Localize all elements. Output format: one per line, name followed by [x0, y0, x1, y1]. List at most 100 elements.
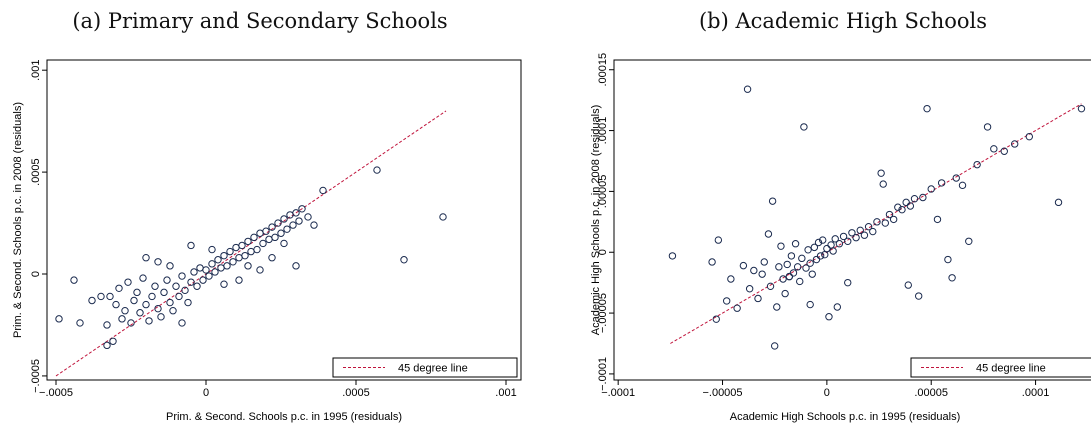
panel-a-y-tick-label: .0005 [30, 158, 42, 186]
panel-b-45-degree-line [670, 103, 1082, 344]
panel-a-data-point [166, 262, 174, 270]
panel-a-data-point [262, 227, 270, 235]
panel-a-data-point [295, 217, 303, 225]
panel-b-data-point [750, 266, 758, 275]
panel-b-data-point [766, 282, 775, 291]
panel-b-data-point [814, 238, 823, 247]
panel-a-data-point [220, 251, 228, 260]
panel-b-legend-label: 45 degree line [976, 363, 1046, 375]
panel-b-data-point [1054, 198, 1063, 207]
panel-a-x-tick-label: 0 [203, 387, 209, 399]
panel-b-data-point [869, 227, 877, 236]
panel-b-data-point [745, 285, 754, 293]
panel-b-data-point [806, 300, 814, 309]
panel-a-data-point [127, 319, 135, 327]
panel-b-data-point [906, 202, 915, 210]
panel-b: (b) Academic High Schools −.0001 −.00005 0… [590, 9, 1091, 423]
panel-b-data-point [944, 255, 952, 264]
panel-b-data-point [933, 215, 942, 224]
panel-b-data-point [810, 243, 819, 252]
panel-b-data-point [844, 237, 852, 245]
panel-b-data-point [831, 235, 839, 243]
panel-a-x-tick-label: −.0005 [39, 387, 73, 399]
panel-b-data-point [877, 169, 885, 177]
panel-b-legend: 45 degree line [910, 357, 1091, 378]
panel-b-y-axis: −.0001 −.00005 0 .00005 .0001 .00015 [597, 53, 614, 391]
panel-b-data-point [785, 272, 794, 281]
panel-a-data-point [292, 262, 300, 270]
panel-b-x-tick-label: .0001 [1022, 387, 1050, 399]
panel-a-data-point [184, 298, 192, 307]
panel-b-data-point [802, 264, 810, 272]
panel-a-data-point [268, 223, 276, 231]
panel-b-data-point [789, 269, 798, 277]
panel-b-data-point [758, 270, 766, 278]
panel-b-data-point [770, 342, 779, 350]
panel-a-data-point [199, 276, 207, 284]
panel-a-y-label: Prim. & Second. Schools p.c. in 2008 (re… [12, 102, 24, 338]
panel-a-legend: 45 degree line [332, 357, 518, 378]
panel-b-data-point [965, 237, 973, 245]
panel-b-data-point [712, 315, 720, 323]
panel-b-data-point [839, 232, 848, 241]
panel-a-data-point [208, 260, 216, 268]
panel-a-data-point [310, 221, 318, 229]
panel-a-data-point [277, 229, 285, 237]
panel-b-data-point [902, 198, 910, 207]
panel-b-data-point [879, 180, 887, 188]
panel-a-legend-box [332, 357, 518, 378]
panel-b-data-point [852, 233, 860, 242]
panel-b-data-point [1077, 104, 1086, 113]
panel-b-data-point [919, 193, 927, 202]
panel-a-data-point [319, 186, 327, 195]
panel-b-data-point [781, 289, 789, 298]
panel-b-data-point [668, 252, 677, 260]
panel-b-data-point [923, 104, 931, 113]
panel-b-data-point [777, 242, 785, 250]
panel-a-data-point [55, 315, 63, 323]
panel-a-data-point [142, 300, 150, 309]
panel-b-data-point [889, 215, 898, 224]
panel-a-data-point [244, 237, 252, 246]
panel-b-y-tick-label: .00015 [597, 53, 609, 87]
panel-b-data-point [952, 174, 960, 182]
panel-b-data-point [798, 254, 806, 263]
panel-b-data-point [833, 303, 842, 311]
panel-b-y-tick-label: 0 [597, 249, 609, 255]
panel-b-y-label: Academic High Schools p.c. in 2008 (resi… [590, 105, 602, 336]
panel-b-data-point [743, 85, 752, 93]
panel-a-data-point [187, 241, 195, 250]
panel-a-data-point [214, 256, 222, 264]
panel-b-data-point [793, 263, 802, 271]
panel-a-data-point [268, 254, 276, 262]
panel-b-data-point [816, 252, 825, 260]
panel-b-data-point [910, 195, 919, 203]
panel-b-x-axis: −.0001 −.00005 0 .00005 .0001 [601, 380, 1049, 399]
panel-a-data-point [439, 213, 447, 221]
panel-a-data-point [280, 239, 288, 248]
panel-a-data-point [259, 239, 267, 248]
panel-b-data-point [754, 294, 762, 303]
panel-b-data-point [885, 210, 894, 219]
panel-b-data-point [823, 244, 831, 253]
panel-a-x-tick-label: .001 [495, 387, 516, 399]
panel-a-data-point [292, 209, 300, 217]
panel-a-data-point [226, 247, 234, 256]
panel-b-x-tick-label: .00005 [914, 387, 948, 399]
panel-b-data-point [1000, 147, 1008, 155]
panel-a-y-axis: −.0005 0 .0005 .001 [30, 59, 47, 393]
panel-a-data-point [274, 219, 282, 227]
panel-a-data-point [241, 251, 249, 260]
panel-a-data-point [148, 292, 156, 301]
panel-a-x-label: Prim. & Second. Schools p.c. in 1995 (re… [166, 411, 402, 423]
panel-b-data-point [818, 236, 827, 244]
panel-b-data-point [714, 236, 723, 244]
panel-b-data-point [1025, 132, 1034, 141]
panel-a-data-point [124, 278, 132, 286]
panel-b-data-point [983, 123, 992, 131]
panel-a-data-point [178, 319, 186, 327]
panel-a-data-point [115, 284, 123, 292]
panel-a-data-point [304, 213, 312, 221]
panel-a-data-point [244, 262, 252, 270]
panel-a-y-tick-label: .001 [30, 59, 42, 80]
